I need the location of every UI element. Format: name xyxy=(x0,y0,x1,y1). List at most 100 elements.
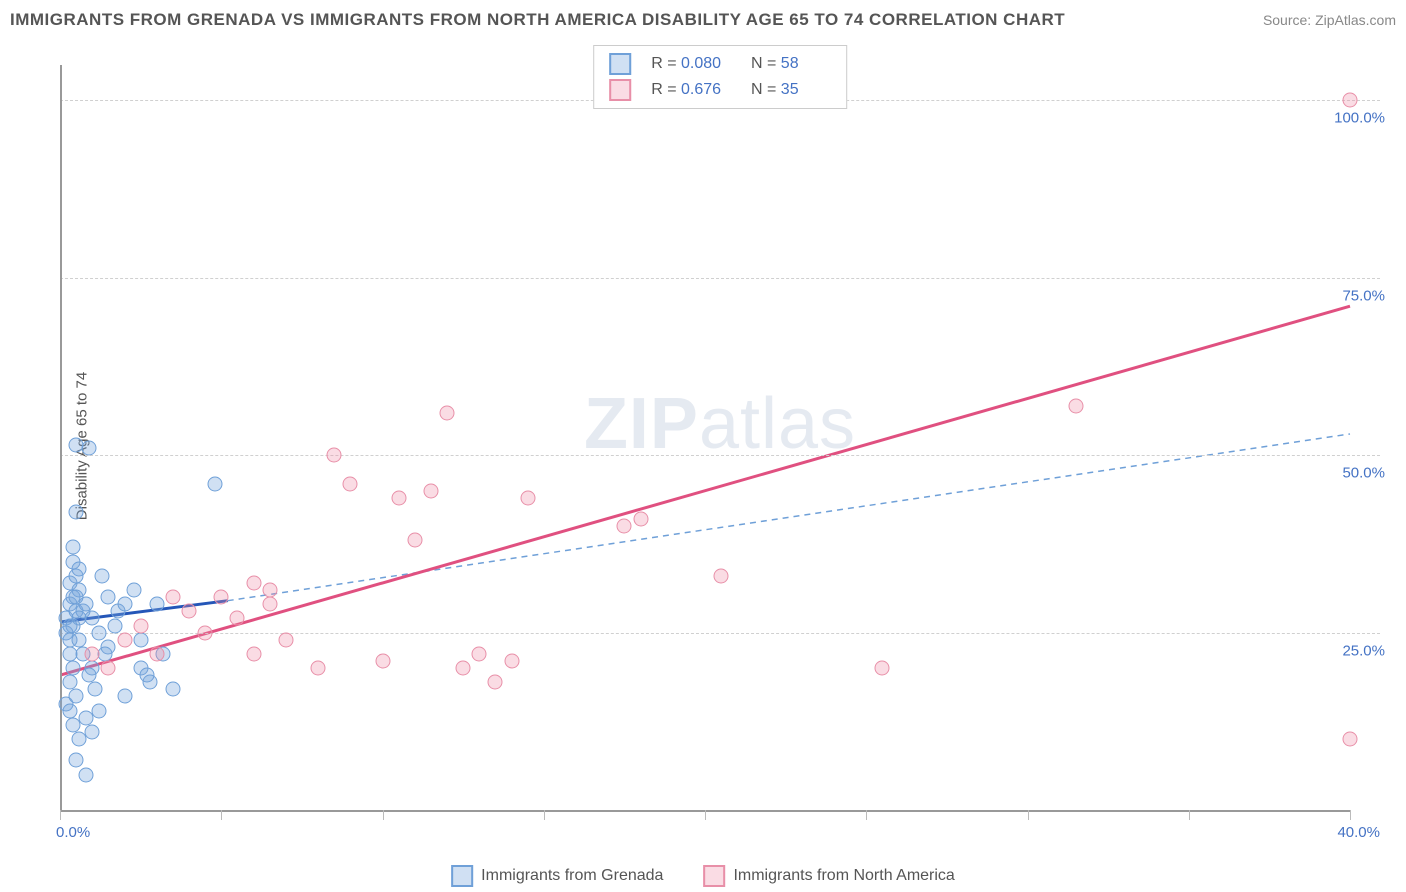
data-point xyxy=(69,437,84,452)
data-point xyxy=(714,568,729,583)
data-point xyxy=(343,476,358,491)
legend-swatch xyxy=(609,53,631,75)
legend-series-label: Immigrants from North America xyxy=(733,867,954,885)
data-point xyxy=(78,767,93,782)
data-point xyxy=(504,654,519,669)
trend-lines-layer xyxy=(60,45,1380,835)
data-point xyxy=(633,512,648,527)
data-point xyxy=(875,661,890,676)
legend-stat-row: R = 0.080 N = 58 xyxy=(609,51,831,77)
x-tick xyxy=(1189,810,1190,820)
data-point xyxy=(82,668,97,683)
data-point xyxy=(214,590,229,605)
watermark: ZIPatlas xyxy=(584,383,856,465)
data-point xyxy=(207,476,222,491)
data-point xyxy=(278,632,293,647)
legend-swatch xyxy=(703,865,725,887)
data-point xyxy=(117,689,132,704)
data-point xyxy=(91,625,106,640)
data-point xyxy=(140,668,155,683)
legend-r-label: R = 0.676 xyxy=(651,81,731,99)
data-point xyxy=(488,675,503,690)
data-point xyxy=(101,590,116,605)
data-point xyxy=(101,661,116,676)
data-point xyxy=(423,483,438,498)
data-point xyxy=(94,568,109,583)
legend-swatch xyxy=(451,865,473,887)
legend-swatch xyxy=(609,79,631,101)
data-point xyxy=(472,646,487,661)
plot-area: ZIPatlas R = 0.080N = 58R = 0.676N = 35 … xyxy=(60,45,1380,835)
data-point xyxy=(1343,93,1358,108)
data-point xyxy=(230,611,245,626)
y-tick-label: 25.0% xyxy=(1342,642,1385,659)
y-tick-label: 50.0% xyxy=(1342,465,1385,482)
data-point xyxy=(72,632,87,647)
gridline xyxy=(60,633,1380,634)
data-point xyxy=(440,405,455,420)
x-tick xyxy=(866,810,867,820)
x-tick-label: 0.0% xyxy=(56,824,90,841)
data-point xyxy=(69,753,84,768)
data-point xyxy=(327,448,342,463)
data-point xyxy=(72,561,87,576)
x-tick xyxy=(1028,810,1029,820)
data-point xyxy=(133,632,148,647)
data-point xyxy=(69,590,84,605)
data-point xyxy=(69,689,84,704)
x-tick xyxy=(1350,810,1351,820)
data-point xyxy=(91,703,106,718)
data-point xyxy=(98,646,113,661)
data-point xyxy=(62,703,77,718)
legend-series: Immigrants from Grenada Immigrants from N… xyxy=(451,865,955,887)
data-point xyxy=(391,490,406,505)
legend-series-label: Immigrants from Grenada xyxy=(481,867,663,885)
data-point xyxy=(182,604,197,619)
data-point xyxy=(107,618,122,633)
data-point xyxy=(65,540,80,555)
chart-title: IMMIGRANTS FROM GRENADA VS IMMIGRANTS FR… xyxy=(10,10,1065,30)
source-label: Source: ZipAtlas.com xyxy=(1263,12,1396,28)
legend-n-label: N = 58 xyxy=(751,55,831,73)
data-point xyxy=(149,597,164,612)
trend-line xyxy=(228,434,1350,601)
x-tick xyxy=(544,810,545,820)
y-tick-label: 100.0% xyxy=(1334,110,1385,127)
data-point xyxy=(85,646,100,661)
data-point xyxy=(82,441,97,456)
data-point xyxy=(85,724,100,739)
data-point xyxy=(165,590,180,605)
legend-stats: R = 0.080 N = 58 R = 0.676 N = 35 xyxy=(593,45,847,109)
trend-line xyxy=(60,306,1350,675)
x-tick xyxy=(221,810,222,820)
data-point xyxy=(456,661,471,676)
data-point xyxy=(262,597,277,612)
x-tick-label: 40.0% xyxy=(1337,824,1380,841)
y-tick-label: 75.0% xyxy=(1342,287,1385,304)
x-tick xyxy=(383,810,384,820)
data-point xyxy=(246,575,261,590)
data-point xyxy=(65,661,80,676)
data-point xyxy=(149,646,164,661)
legend-stat-row: R = 0.676 N = 35 xyxy=(609,77,831,103)
x-tick xyxy=(705,810,706,820)
data-point xyxy=(165,682,180,697)
data-point xyxy=(117,597,132,612)
data-point xyxy=(198,625,213,640)
data-point xyxy=(246,646,261,661)
legend-series-item: Immigrants from Grenada xyxy=(451,865,663,887)
data-point xyxy=(117,632,132,647)
legend-n-label: N = 35 xyxy=(751,81,831,99)
data-point xyxy=(62,675,77,690)
data-point xyxy=(85,611,100,626)
data-point xyxy=(311,661,326,676)
data-point xyxy=(69,505,84,520)
data-point xyxy=(407,533,422,548)
data-point xyxy=(262,583,277,598)
data-point xyxy=(1343,732,1358,747)
gridline xyxy=(60,455,1380,456)
data-point xyxy=(520,490,535,505)
legend-r-label: R = 0.080 xyxy=(651,55,731,73)
data-point xyxy=(1068,398,1083,413)
data-point xyxy=(88,682,103,697)
